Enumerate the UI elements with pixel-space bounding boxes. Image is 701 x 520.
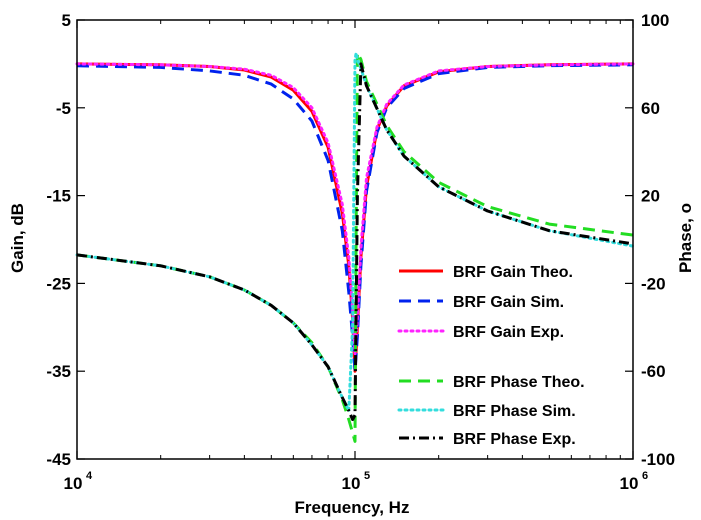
series-line-6: [76, 62, 634, 421]
y-left-tick-label: -15: [46, 187, 71, 206]
x-axis-label: Frequency, Hz: [295, 498, 410, 517]
y-right-tick-label: 100: [641, 11, 669, 30]
y-left-tick-label: 5: [62, 11, 71, 30]
x-tick-label-exponent: 6: [642, 470, 648, 482]
y-right-tick-label: -60: [641, 362, 666, 381]
legend-label-3: BRF Gain Exp.: [453, 324, 564, 341]
series-line-2: [76, 63, 634, 373]
legend: BRF Gain Theo. BRF Gain Sim. BRF Gain Exp.…: [397, 264, 585, 448]
legend-label-2: BRF Gain Sim.: [453, 294, 564, 311]
x-tick-label-exponent: 4: [86, 470, 93, 482]
legend-label-5: BRF Phase Sim.: [453, 403, 576, 420]
ticks-layer: 10 4 10 5 10 65-5-15-25-35-451006020-20-60-10…: [46, 11, 675, 493]
x-tick-label: 10: [620, 474, 639, 493]
series-layer: [75, 51, 635, 443]
legend-label-4: BRF Phase Theo.: [453, 374, 585, 391]
y-right-tick-label: 60: [641, 99, 660, 118]
x-tick-label: 10: [342, 474, 361, 493]
y-right-tick-label: -20: [641, 274, 666, 293]
legend-label-6: BRF Phase Exp.: [453, 431, 576, 448]
y-right-tick-label: -100: [641, 450, 675, 469]
x-tick-label-exponent: 5: [364, 470, 370, 482]
x-tick-label: 10: [64, 474, 83, 493]
y-left-tick-label: -25: [46, 274, 71, 293]
y-axis-label-left: Gain, dB: [8, 203, 27, 273]
y-left-tick-label: -35: [46, 362, 71, 381]
y-left-tick-label: -45: [46, 450, 71, 469]
series-line-4: [76, 51, 634, 443]
y-right-tick-label: 20: [641, 187, 660, 206]
y-axis-label-right: Phase, o: [676, 203, 695, 273]
y-left-tick-label: -5: [56, 99, 71, 118]
legend-label-1: BRF Gain Theo.: [453, 264, 573, 281]
